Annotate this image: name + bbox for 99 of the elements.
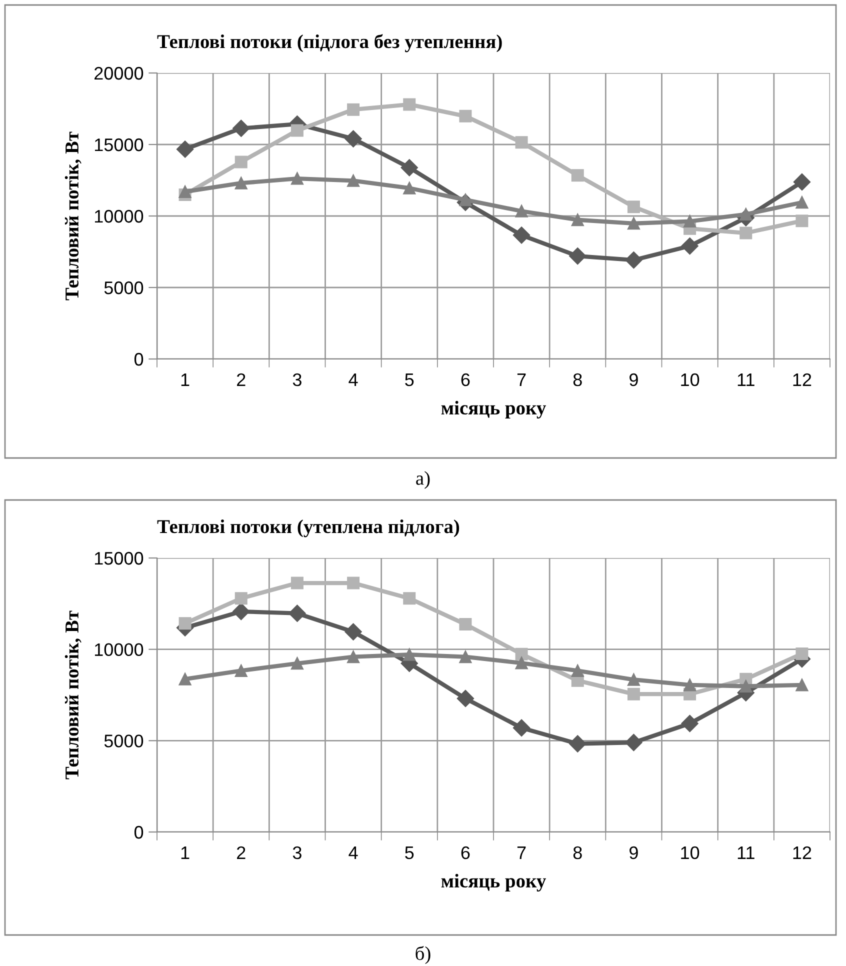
point (681, 237, 698, 255)
point (515, 656, 528, 670)
point (740, 226, 752, 240)
point (625, 734, 642, 752)
x-tick-label: 4 (348, 846, 358, 859)
x-tick-label: 1 (181, 374, 190, 386)
point (344, 623, 362, 640)
y-tick-label: 20000 (94, 66, 144, 80)
x-tick-label: 7 (517, 374, 526, 386)
point (234, 664, 248, 677)
point (512, 719, 530, 736)
y-tick-label: 15000 (94, 552, 144, 565)
point (681, 714, 698, 732)
point (178, 617, 192, 630)
x-tick-label: 2 (237, 373, 246, 386)
point (176, 140, 194, 158)
point (234, 176, 248, 190)
point (569, 247, 586, 265)
y-tick-label: 10000 (94, 210, 144, 223)
x-tick-label: 9 (630, 373, 638, 386)
x-tick-label: 10 (681, 846, 700, 860)
x-tick-label: 3 (292, 846, 302, 860)
x-tick-label: 5 (405, 374, 414, 386)
point (290, 124, 304, 137)
point (627, 688, 640, 700)
point (512, 226, 530, 244)
x-tick-label: 3 (292, 373, 302, 386)
y-axis-title: Тепловий потік, Вт (64, 132, 82, 300)
point (627, 673, 640, 686)
x-tick-label: 11 (738, 374, 754, 386)
point (288, 604, 306, 622)
x-tick-label: 8 (573, 373, 582, 386)
point (684, 215, 696, 228)
x-tick-label: 7 (517, 846, 526, 859)
point (232, 120, 250, 137)
point (347, 650, 360, 664)
x-tick-label: 1 (181, 846, 190, 859)
x-tick-label: 11 (738, 846, 754, 859)
point (234, 156, 248, 168)
point (290, 657, 304, 670)
point (178, 672, 192, 686)
x-tick-label: 8 (573, 846, 582, 860)
point (403, 648, 416, 661)
point (347, 174, 360, 187)
chart-title: Теплові потоки (утеплена підлога) (157, 520, 460, 538)
point (571, 214, 584, 226)
point (740, 680, 752, 692)
point (459, 650, 472, 664)
point (793, 173, 811, 191)
y-tick-label: 0 (134, 826, 144, 839)
x-tick-label: 12 (793, 373, 812, 386)
point (178, 185, 192, 198)
x-tick-label: 12 (793, 846, 812, 859)
point (403, 98, 416, 111)
point (456, 690, 474, 708)
point (347, 576, 360, 590)
x-tick-label: 6 (461, 373, 470, 386)
point (347, 103, 360, 116)
x-axis-title: місяць року (441, 400, 546, 419)
point (234, 592, 248, 605)
y-tick-label: 5000 (104, 281, 144, 294)
point (571, 169, 584, 182)
text: б) (416, 946, 430, 964)
y-axis-title: Тепловий потік, Вт (64, 610, 82, 780)
point (796, 214, 808, 228)
chart-title: Теплові потоки (підлога без утеплення) (157, 34, 502, 52)
point (515, 136, 528, 149)
point (571, 664, 584, 677)
point (796, 647, 808, 660)
point (459, 618, 472, 631)
point (459, 110, 472, 122)
x-tick-label: 5 (405, 846, 414, 860)
x-tick-label: 10 (681, 373, 700, 386)
point (403, 182, 416, 194)
point (290, 172, 304, 185)
x-axis-title: місяць року (441, 874, 546, 892)
y-tick-label: 5000 (104, 734, 144, 748)
point (627, 200, 640, 214)
point (232, 602, 250, 620)
y-tick-label: 0 (134, 352, 144, 366)
point (684, 678, 696, 692)
x-tick-label: 4 (348, 374, 358, 386)
point (627, 217, 640, 230)
y-tick-label: 10000 (94, 643, 144, 656)
point (403, 592, 416, 605)
x-tick-label: 6 (461, 846, 470, 860)
x-tick-label: 9 (630, 846, 638, 860)
point (796, 196, 808, 209)
point (569, 735, 586, 752)
point (290, 576, 304, 590)
x-tick-label: 2 (237, 846, 246, 859)
point (625, 251, 642, 269)
point (796, 678, 808, 692)
point (515, 204, 528, 218)
text: а) (416, 471, 430, 489)
y-tick-label: 15000 (94, 138, 144, 152)
point (515, 648, 528, 660)
point (400, 159, 418, 176)
point (344, 130, 362, 148)
